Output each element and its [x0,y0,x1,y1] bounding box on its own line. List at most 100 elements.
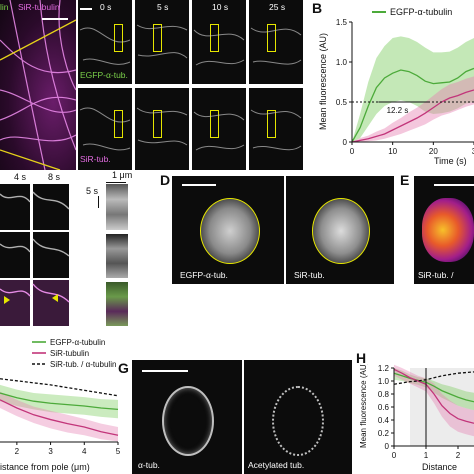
time-arrow [98,196,99,208]
series-line-2 [393,371,474,385]
scale-bar [106,182,126,183]
label-sir: SiR-tub. [294,270,325,280]
tile-r2-2 [192,88,246,170]
crop-2 [33,184,69,230]
label-alpha: α-tub. [138,460,160,470]
x-axis-label: Distance [422,462,457,472]
row1-label: EGFP-α-tub. [80,70,128,80]
x-tick-label: 0 [392,451,397,460]
time-label: 4 s [14,172,27,182]
series-line-1 [393,368,474,424]
panel-g-left: α-tub. [132,360,242,474]
label-acetylated: Acetylated tub. [248,460,305,470]
panel-letter-b: B [312,0,323,16]
panel-a-overview: lin SiR-tubulin [0,0,76,170]
kymo-3 [106,282,128,326]
chart-h: 0 0.2 0.4 0.6 0.8 1.0 1.2 0 1 2 Distance Mean fluor… [359,364,474,472]
tile-r2-3 [249,88,303,170]
chart-b: 12.2 s 0 0.5 1.0 1.5 0 10 20 3 Time (s) Mean fluor… [318,7,474,166]
y-tick-label: 0.4 [378,416,390,425]
series-line-1 [0,399,119,436]
scale-label-time: 5 s [86,186,99,196]
time-label: 0 s [100,2,112,12]
series-band-0 [352,36,474,142]
y-axis-label: Mean fluorescence (AU) [318,33,328,130]
tile-r2-0 [78,88,132,170]
crop-1 [0,184,30,230]
panel-d-right: SiR-tub. [286,176,394,284]
x-tick-label: 20 [429,147,438,156]
series-line-0 [393,372,474,403]
scale-bar [182,184,216,186]
crop-3 [0,232,30,278]
kymo-1 [106,184,128,230]
x-tick-label: 2 [456,451,461,460]
y-tick-label: 0.5 [336,98,348,107]
scale-bar [434,184,474,186]
series-line-0 [351,67,474,143]
series-band-0 [0,384,118,419]
spindle [272,386,324,456]
legend-label: SiR-tub. / α-tubulin [50,360,116,369]
x-axis-label: istance from pole (μm) [0,462,90,472]
scale-bar [142,370,188,372]
heatmap-spindle [422,198,474,262]
crop-4 [33,232,69,278]
panel-letter-e: E [400,172,410,188]
x-tick-label: 4 [82,447,87,456]
time-label: 10 s [212,2,229,12]
y-tick-label: 0 [385,442,390,451]
series-line-1 [351,89,474,143]
panel-letter-d: D [160,172,171,188]
timelapse-filaments [79,24,302,151]
tile-r1-3: 25 s [249,0,303,84]
legend-label: EGFP-α-tubulin [50,338,105,347]
y-tick-label: 1.2 [378,364,390,373]
y-axis-label: Mean fluorescence (AU) [359,364,368,448]
legend-label: SiR-tubulin [50,349,89,358]
series-band-1 [0,391,118,442]
x-tick-label: 10 [388,147,397,156]
tile-r2-1 [135,88,189,170]
panel-g-right: Acetylated tub. [244,360,352,474]
crop-6 [33,280,69,326]
x-tick-label: 3 [48,447,53,456]
x-axis-label: Time (s) [434,156,467,166]
label-sir: SiR-tubulin [18,2,60,12]
panel-a-timelapse: 0 s 5 s 10 s 25 s EGFP-α-tub. SiR-tub. [78,0,306,170]
spindle [162,386,214,456]
y-tick-label: 1.0 [378,377,390,386]
scale-label-um: 1 μm [112,170,133,180]
x-tick-label: 1 [424,451,429,460]
series-band-0 [394,368,474,411]
x-tick-label: 2 [15,447,20,456]
legend-label: EGFP-α-tubulin [390,7,452,17]
panel-a-filaments [0,0,76,170]
time-label: 8 s [48,172,61,182]
label-egfp: EGFP-α-tub. [180,270,228,280]
label-ratio: SiR-tub. / [418,270,454,280]
y-tick-label: 0.6 [378,403,390,412]
time-label: 5 s [157,2,169,12]
kymo-2 [106,234,128,278]
panel-e: SiR-tub. / [414,176,474,284]
crop-filaments [0,191,70,304]
scale-bar [42,18,68,20]
y-tick-label: 0 [343,138,348,147]
x-tick-label: 0 [350,147,355,156]
chart-f: 2 3 4 5 istance from pole (μm) EGFP-α-tubulin… [0,338,121,472]
spindle [312,198,370,264]
panel-d-left: EGFP-α-tub. [172,176,284,284]
row2-label: SiR-tub. [80,154,111,164]
panel-c: 4 s 8 s 1 μm 5 s [0,170,150,330]
series-band-1 [352,76,474,142]
x-tick-label: 3 [472,147,474,156]
panel-letter-h: H [356,350,367,366]
x-tick-label: 5 [116,447,121,456]
y-tick-label: 0.2 [378,429,390,438]
y-tick-label: 1.5 [336,18,348,27]
spindle [200,198,260,264]
tile-r1-1: 5 s [135,0,189,84]
tile-r1-2: 10 s [192,0,246,84]
time-label: 25 s [269,2,286,12]
